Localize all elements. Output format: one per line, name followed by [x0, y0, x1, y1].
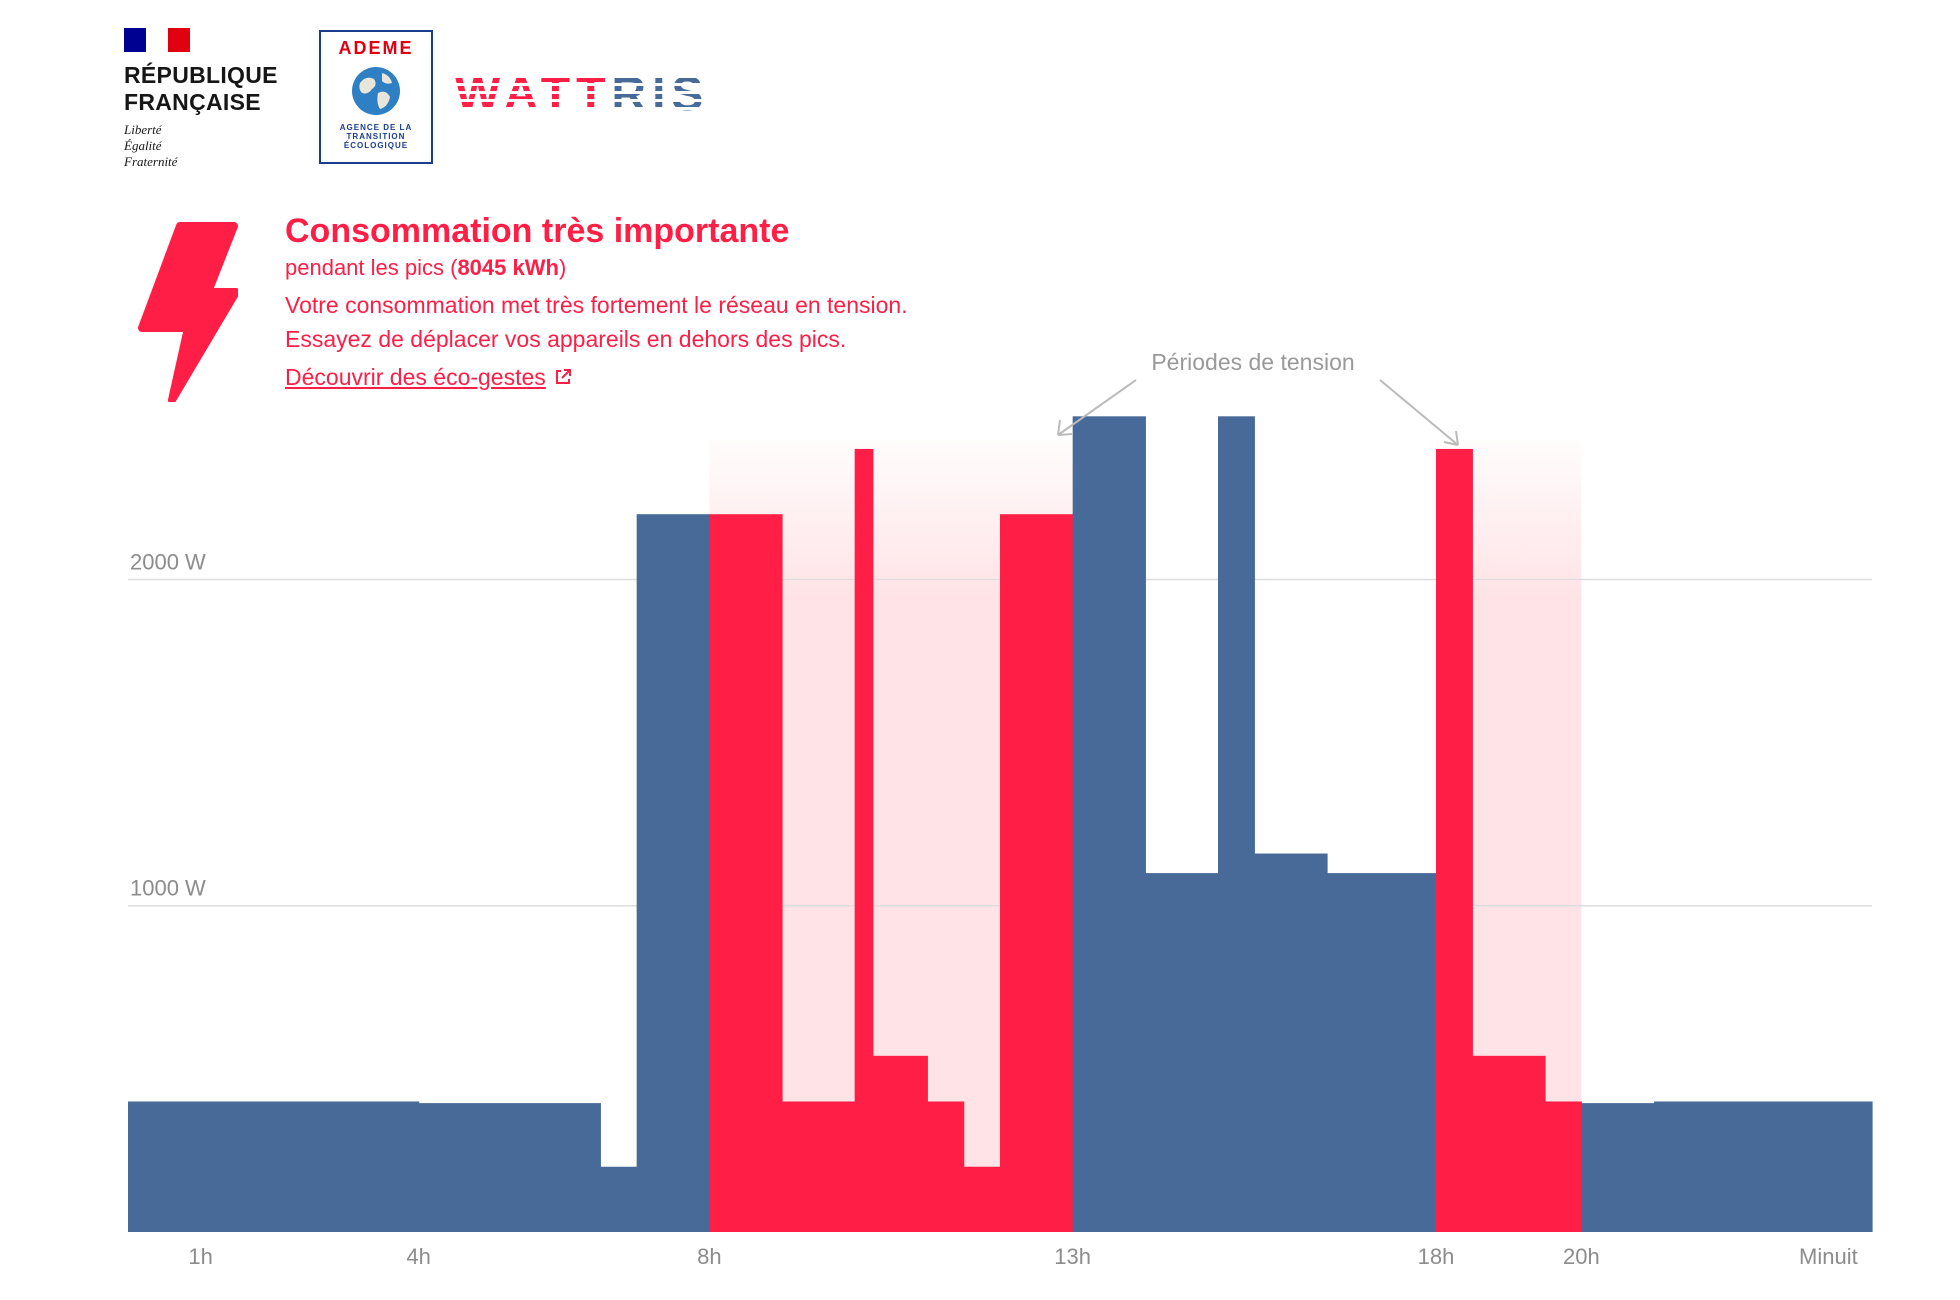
- bar-20: [1654, 1101, 1873, 1232]
- x-axis-labels: 1h 4h 8h 13h 18h 20h Minuit: [188, 1244, 1857, 1269]
- bar-3: [636, 514, 710, 1232]
- bar-13: [1218, 416, 1255, 1232]
- ademe-sub-1: AGENCE DE LA: [339, 123, 413, 132]
- message-title: Consommation très importante: [285, 212, 790, 250]
- bar-17: [1472, 1055, 1546, 1232]
- bar-6: [854, 448, 874, 1232]
- x-tick-label-6: Minuit: [1799, 1244, 1858, 1269]
- consumption-value: 8045 kWh: [457, 255, 559, 280]
- ademe-logo: ADEME AGENCE DE LA TRANSITION ÉCOLOGIQUE: [319, 30, 433, 164]
- x-tick-label-2: 8h: [697, 1244, 721, 1269]
- ademe-subtitle: AGENCE DE LA TRANSITION ÉCOLOGIQUE: [321, 123, 431, 150]
- annotation-arrow-left: [1057, 379, 1137, 436]
- republique-francaise-logo: RÉPUBLIQUE FRANÇAISE Liberté Égalité Fra…: [124, 28, 294, 170]
- bar-7: [872, 1055, 928, 1232]
- ademe-name: ADEME: [338, 38, 414, 58]
- eco-gestes-link-label[interactable]: Découvrir des éco-gestes: [285, 364, 546, 390]
- bar-16: [1436, 448, 1473, 1232]
- ademe-sub-2: TRANSITION: [346, 132, 406, 141]
- republique-name: RÉPUBLIQUE FRANÇAISE: [124, 62, 294, 116]
- annotation-arrow-right: [1379, 379, 1459, 446]
- bar-5: [782, 1101, 856, 1232]
- bar-8: [927, 1101, 965, 1232]
- french-flag-icon: [124, 28, 190, 52]
- motto-liberte: Liberté: [124, 122, 162, 137]
- eco-gestes-link[interactable]: Découvrir des éco-gestes: [285, 362, 572, 392]
- motto-egalite: Égalité: [124, 138, 162, 153]
- bar-2: [600, 1166, 638, 1232]
- republique-line2: FRANÇAISE: [124, 89, 261, 115]
- bar-12: [1145, 873, 1219, 1232]
- bar-18: [1545, 1101, 1582, 1232]
- wattris-logo: WATTRIS: [455, 70, 709, 118]
- message-subtitle: pendant les pics (8045 kWh): [285, 254, 1105, 282]
- wattris-text: WATTRIS: [455, 70, 709, 118]
- motto-fraternite: Fraternité: [124, 154, 178, 169]
- x-tick-label-3: 13h: [1054, 1244, 1091, 1269]
- bar-0: [128, 1101, 420, 1232]
- bar-15: [1327, 873, 1437, 1232]
- y-tick-label-0: 1000 W: [130, 876, 206, 901]
- ademe-sub-3: ÉCOLOGIQUE: [343, 141, 409, 150]
- x-tick-label-1: 4h: [406, 1244, 430, 1269]
- bar-19: [1581, 1103, 1655, 1232]
- message-description: Votre consommation met très fortement le…: [285, 288, 1105, 356]
- y-tick-label-1: 2000 W: [130, 549, 206, 574]
- external-link-icon[interactable]: [554, 368, 572, 386]
- consumption-message: Consommation très importante pendant les…: [285, 210, 1105, 392]
- x-tick-label-4: 18h: [1418, 1244, 1455, 1269]
- message-line2: Essayez de déplacer vos appareils en deh…: [285, 326, 847, 352]
- flag-blue: [124, 28, 146, 52]
- bar-14: [1254, 853, 1328, 1232]
- bar-4: [709, 514, 783, 1232]
- flag-white: [146, 28, 168, 52]
- message-line1: Votre consommation met très fortement le…: [285, 292, 908, 318]
- republique-line1: RÉPUBLIQUE: [124, 62, 278, 88]
- bar-10: [1000, 514, 1074, 1232]
- flag-red: [168, 28, 190, 52]
- sub-prefix: pendant les pics (: [285, 255, 458, 280]
- tension-annotation: Périodes de tension: [1057, 349, 1459, 446]
- bar-9: [963, 1166, 1001, 1232]
- motto: Liberté Égalité Fraternité: [124, 122, 294, 170]
- bar-1: [418, 1103, 601, 1232]
- x-tick-label-0: 1h: [188, 1244, 212, 1269]
- y-axis-labels: 1000 W 2000 W: [130, 549, 206, 900]
- annotation-label: Périodes de tension: [1151, 349, 1354, 375]
- x-tick-label-5: 20h: [1563, 1244, 1600, 1269]
- globe-icon: [352, 67, 400, 115]
- bars: [128, 416, 1873, 1232]
- sub-suffix: ): [558, 255, 567, 280]
- lightning-bolt-icon: [138, 222, 238, 402]
- bar-11: [1072, 416, 1146, 1232]
